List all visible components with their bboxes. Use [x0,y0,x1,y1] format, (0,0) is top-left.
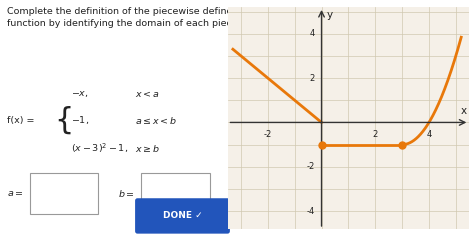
Text: x: x [460,106,466,116]
Text: 4: 4 [310,29,315,38]
Text: Complete the definition of the piecewise defined
function by identifying the dom: Complete the definition of the piecewise… [7,7,241,28]
Text: 4: 4 [426,130,432,139]
Text: $-x,$: $-x,$ [71,89,89,99]
Text: $a =$: $a =$ [7,189,24,198]
Text: y: y [327,10,332,20]
Text: $-1,$: $-1,$ [71,114,89,126]
Text: $x \geq b$: $x \geq b$ [135,143,160,154]
Text: $b =$: $b =$ [118,188,136,199]
FancyBboxPatch shape [29,173,99,214]
FancyBboxPatch shape [135,198,230,234]
Text: $x < a$: $x < a$ [135,89,160,99]
FancyBboxPatch shape [141,173,210,214]
Text: -2: -2 [264,130,272,139]
Text: f(x) =: f(x) = [7,116,35,125]
Text: {: { [55,106,74,135]
Text: $(x-3)^2-1,$: $(x-3)^2-1,$ [71,142,128,156]
Text: DONE ✓: DONE ✓ [163,211,202,220]
Text: -2: -2 [307,162,315,171]
Text: -4: -4 [307,207,315,216]
Text: 2: 2 [373,130,378,139]
Text: 2: 2 [310,74,315,83]
Text: $a \leq x < b$: $a \leq x < b$ [135,115,177,126]
